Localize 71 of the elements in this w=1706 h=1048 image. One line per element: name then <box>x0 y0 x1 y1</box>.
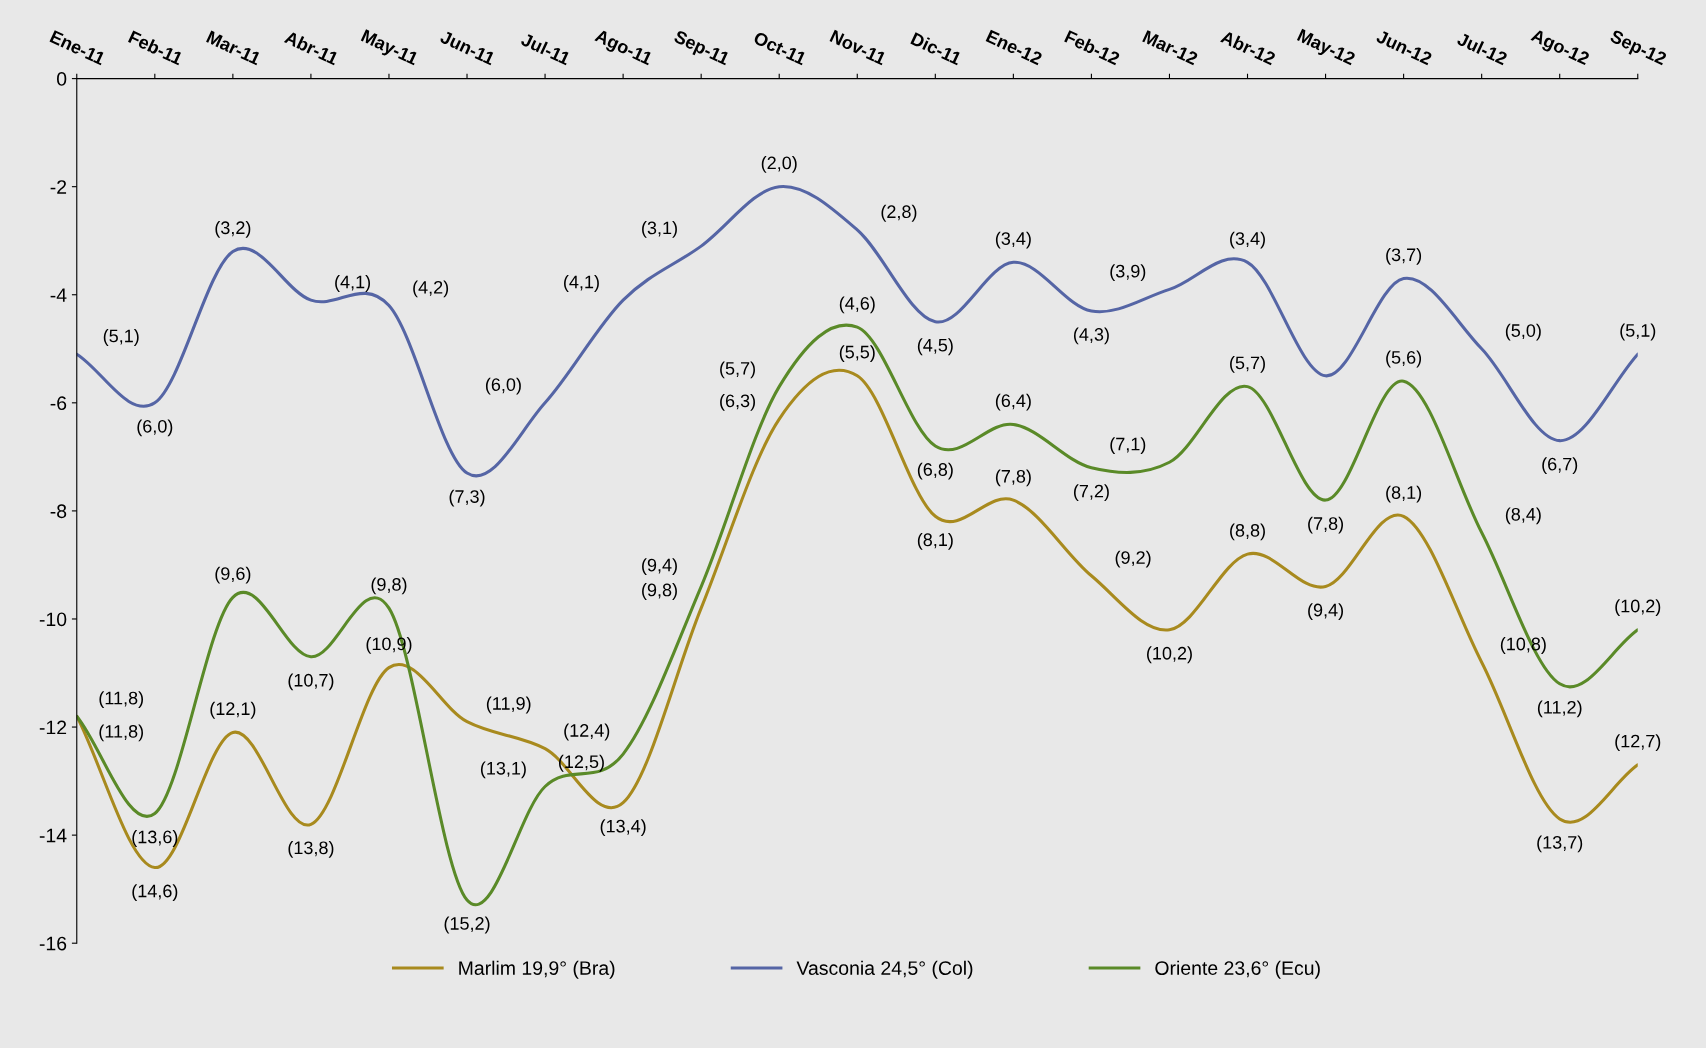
y-tick-label: -16 <box>39 936 67 951</box>
data-label: (7,3) <box>449 489 485 507</box>
data-label: (14,6) <box>132 884 178 901</box>
data-label: (4,6) <box>839 296 875 314</box>
y-tick-label: -2 <box>50 180 67 194</box>
data-label: (8,1) <box>917 532 953 550</box>
legend-label: Marlim 19,9° (Bra) <box>459 960 615 979</box>
data-label: (9,4) <box>642 558 677 575</box>
data-label: (5,6) <box>1386 350 1422 368</box>
data-label: (7,1) <box>1110 437 1146 455</box>
data-label: (9,8) <box>642 583 677 600</box>
data-label: (8,1) <box>1386 485 1422 503</box>
data-label: (3,4) <box>1230 231 1265 249</box>
data-label: (3,4) <box>995 231 1031 249</box>
data-label: (13,7) <box>1537 835 1583 853</box>
data-label: (3,1) <box>642 221 677 238</box>
data-label: (4,2) <box>413 280 449 298</box>
data-label: (3,2) <box>215 220 251 238</box>
data-label: (10,7) <box>288 673 334 691</box>
data-label: (9,6) <box>215 566 251 584</box>
data-label: (9,4) <box>1308 603 1344 620</box>
data-label: (10,2) <box>1147 646 1192 664</box>
data-label: (12,1) <box>210 701 256 719</box>
data-label: (9,2) <box>1115 550 1151 568</box>
data-label: (4,1) <box>335 275 371 292</box>
y-tick-label: -4 <box>50 288 67 302</box>
y-tick-label: 0 <box>56 72 67 86</box>
data-label: (5,1) <box>1620 323 1656 341</box>
data-label: (11,2) <box>1537 700 1582 718</box>
data-label: (13,4) <box>600 819 646 837</box>
data-label: (6,0) <box>137 419 173 437</box>
data-label: (6,0) <box>485 377 521 395</box>
data-label: (11,8) <box>99 724 144 742</box>
y-tick-label: -14 <box>39 828 67 843</box>
y-tick-label: -6 <box>50 396 67 411</box>
data-label: (5,7) <box>1230 355 1265 373</box>
data-label: (8,8) <box>1230 523 1265 541</box>
data-label: (6,7) <box>1542 457 1578 475</box>
data-label: (7,2) <box>1073 484 1109 502</box>
data-label: (6,8) <box>917 462 953 480</box>
data-label: (8,4) <box>1505 507 1541 525</box>
data-label: (2,0) <box>761 156 797 173</box>
data-label: (2,8) <box>881 204 917 222</box>
data-label: (10,2) <box>1615 599 1661 616</box>
data-label: (6,3) <box>720 393 755 411</box>
data-label: (15,2) <box>444 916 490 934</box>
legend-label: Oriente 23,6° (Ecu) <box>1155 960 1320 979</box>
data-label: (5,1) <box>103 329 139 346</box>
data-label: (5,7) <box>720 361 755 379</box>
data-label: (11,9) <box>486 696 531 714</box>
data-label: (6,4) <box>995 393 1031 411</box>
data-label: (13,1) <box>480 761 526 779</box>
data-label: (13,8) <box>288 840 334 858</box>
data-label: (4,3) <box>1073 327 1109 345</box>
data-label: (3,7) <box>1386 247 1422 265</box>
data-label: (5,5) <box>839 345 875 362</box>
y-tick-label: -10 <box>39 612 67 627</box>
y-tick-label: -12 <box>39 720 67 735</box>
data-label: (7,8) <box>1308 516 1344 534</box>
legend-label: Vasconia 24,5° (Col) <box>796 960 973 979</box>
data-label: (9,8) <box>371 577 407 595</box>
data-label: (3,9) <box>1110 264 1146 282</box>
data-label: (7,8) <box>995 469 1031 487</box>
data-label: (12,7) <box>1615 734 1661 752</box>
y-tick-label: -8 <box>50 504 67 519</box>
data-label: (4,1) <box>564 275 599 292</box>
data-label: (12,4) <box>564 723 610 741</box>
data-label: (11,8) <box>99 691 144 708</box>
data-label: (4,5) <box>917 338 953 356</box>
data-label: (13,6) <box>132 830 178 847</box>
data-label: (5,0) <box>1505 323 1541 341</box>
